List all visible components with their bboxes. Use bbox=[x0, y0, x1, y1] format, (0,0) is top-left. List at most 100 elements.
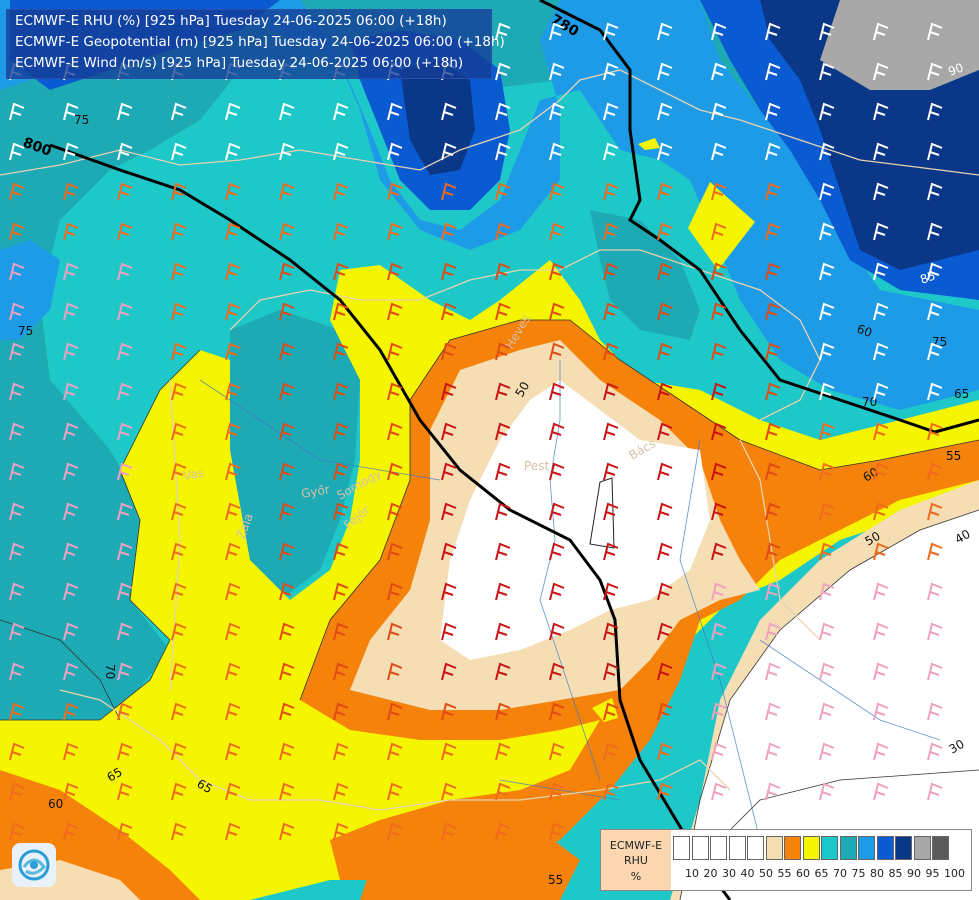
wind-barb bbox=[387, 142, 403, 161]
wind-barb bbox=[9, 262, 25, 281]
wind-barb bbox=[9, 702, 25, 721]
wind-barb bbox=[279, 622, 295, 641]
legend-swatch bbox=[802, 836, 820, 860]
wind-barb bbox=[873, 462, 889, 481]
wind-barb bbox=[117, 542, 133, 561]
wind-barb bbox=[279, 822, 295, 841]
legend-swatch bbox=[913, 836, 931, 860]
wind-barb bbox=[171, 622, 187, 641]
wind-barb bbox=[549, 662, 565, 681]
wind-barb bbox=[495, 382, 511, 401]
wind-barb bbox=[927, 502, 943, 521]
wind-barb bbox=[117, 422, 133, 441]
rhu-teal-center bbox=[230, 310, 360, 600]
wind-barb bbox=[171, 382, 187, 401]
wind-barb bbox=[603, 582, 619, 601]
wind-barb bbox=[495, 142, 511, 161]
wind-barb bbox=[603, 62, 619, 81]
legend-swatch bbox=[747, 836, 764, 860]
rhu-blue-north bbox=[0, 0, 979, 410]
wind-barb bbox=[657, 62, 673, 81]
wind-barb bbox=[9, 142, 25, 161]
wind-barb bbox=[927, 662, 943, 681]
wind-barb bbox=[225, 622, 241, 641]
wind-barb bbox=[171, 822, 187, 841]
wind-barb bbox=[225, 222, 241, 241]
wind-barb bbox=[333, 822, 349, 841]
wind-barb bbox=[927, 742, 943, 761]
rhu-label: 75 bbox=[18, 324, 33, 338]
wind-barb bbox=[441, 302, 457, 321]
wind-barb bbox=[279, 182, 295, 201]
wind-barb bbox=[657, 662, 673, 681]
wind-barb bbox=[441, 662, 457, 681]
wind-barb bbox=[387, 382, 403, 401]
wind-barb bbox=[603, 782, 619, 801]
wind-barb bbox=[225, 742, 241, 761]
wind-barb bbox=[495, 262, 511, 281]
wind-barb bbox=[63, 622, 79, 641]
wind-barb bbox=[819, 222, 835, 241]
wind-barb bbox=[441, 742, 457, 761]
wind-barb bbox=[117, 262, 133, 281]
wind-barb bbox=[387, 542, 403, 561]
wind-barb bbox=[549, 62, 565, 81]
wind-barb bbox=[873, 542, 889, 561]
wind-barb bbox=[171, 342, 187, 361]
wind-barb bbox=[9, 662, 25, 681]
wind-barb bbox=[711, 62, 727, 81]
wind-barb bbox=[549, 422, 565, 441]
wind-barb bbox=[441, 702, 457, 721]
wind-barb bbox=[657, 302, 673, 321]
wind-barb bbox=[441, 622, 457, 641]
wind-barb bbox=[333, 382, 349, 401]
wind-barb bbox=[279, 542, 295, 561]
wind-barb bbox=[711, 102, 727, 121]
wind-barb bbox=[63, 502, 79, 521]
wind-barb bbox=[765, 582, 781, 601]
rhu-label: 55 bbox=[946, 449, 961, 463]
wind-barb bbox=[927, 782, 943, 801]
wind-barb bbox=[657, 462, 673, 481]
wind-barb bbox=[387, 422, 403, 441]
wind-barb bbox=[873, 222, 889, 241]
wind-barb bbox=[873, 102, 889, 121]
wind-barb bbox=[603, 222, 619, 241]
wind-barb bbox=[873, 382, 889, 401]
logo-icon bbox=[12, 843, 56, 887]
wind-barb bbox=[333, 542, 349, 561]
wind-barb bbox=[387, 262, 403, 281]
wind-barb bbox=[711, 262, 727, 281]
wind-barb bbox=[711, 662, 727, 681]
wind-barb bbox=[873, 62, 889, 81]
wind-barb bbox=[819, 302, 835, 321]
wind-barb bbox=[927, 582, 943, 601]
wind-barb bbox=[63, 182, 79, 201]
wind-barb bbox=[171, 182, 187, 201]
wind-barb bbox=[603, 702, 619, 721]
wind-barb bbox=[171, 702, 187, 721]
wind-barb bbox=[765, 302, 781, 321]
wind-barb bbox=[171, 502, 187, 521]
wind-barb bbox=[495, 702, 511, 721]
rhu-label: 60 bbox=[48, 797, 63, 811]
wind-barb bbox=[765, 62, 781, 81]
wind-barb bbox=[171, 262, 187, 281]
legend-swatch bbox=[932, 836, 949, 860]
title-wind: ECMWF-E Wind (m/s) [925 hPa] Tuesday 24-… bbox=[15, 55, 464, 71]
wind-barb bbox=[387, 182, 403, 201]
legend-tick-label: 60 bbox=[796, 867, 810, 880]
wind-barb bbox=[711, 382, 727, 401]
wind-barb bbox=[279, 382, 295, 401]
map-title-box: ECMWF-E RHU (%) [925 hPa] Tuesday 24-06-… bbox=[6, 9, 505, 79]
wind-barb bbox=[495, 822, 511, 841]
wind-barb bbox=[765, 182, 781, 201]
wind-barb bbox=[225, 342, 241, 361]
rhu-label: 55 bbox=[548, 873, 563, 887]
wind-barb bbox=[117, 662, 133, 681]
wind-barb bbox=[657, 502, 673, 521]
wind-barb bbox=[549, 342, 565, 361]
legend-tick-label: 70 bbox=[833, 867, 847, 880]
wind-barb bbox=[819, 142, 835, 161]
